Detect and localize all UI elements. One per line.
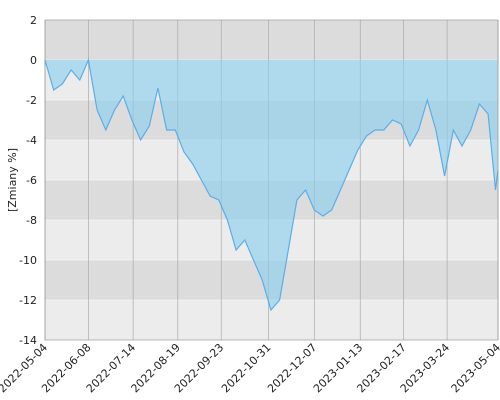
y-tick-label: 0 <box>30 54 37 67</box>
band <box>45 20 498 60</box>
plot-frame <box>44 19 499 341</box>
y-tick-label: -2 <box>26 94 37 107</box>
y-tick-label: -4 <box>26 134 37 147</box>
line <box>44 57 499 312</box>
y-tick-label: -12 <box>19 294 37 307</box>
y-axis-label: [Zmiany %] <box>6 148 19 212</box>
y-tick-label: -10 <box>19 254 37 267</box>
y-tick-label: -6 <box>26 174 37 187</box>
y-tick-label: -8 <box>26 214 37 227</box>
y-tick-label: -14 <box>19 334 37 347</box>
x-tick-label: 2023-05-04 <box>449 341 500 395</box>
y-tick-label: 2 <box>30 14 37 27</box>
area <box>45 60 498 310</box>
